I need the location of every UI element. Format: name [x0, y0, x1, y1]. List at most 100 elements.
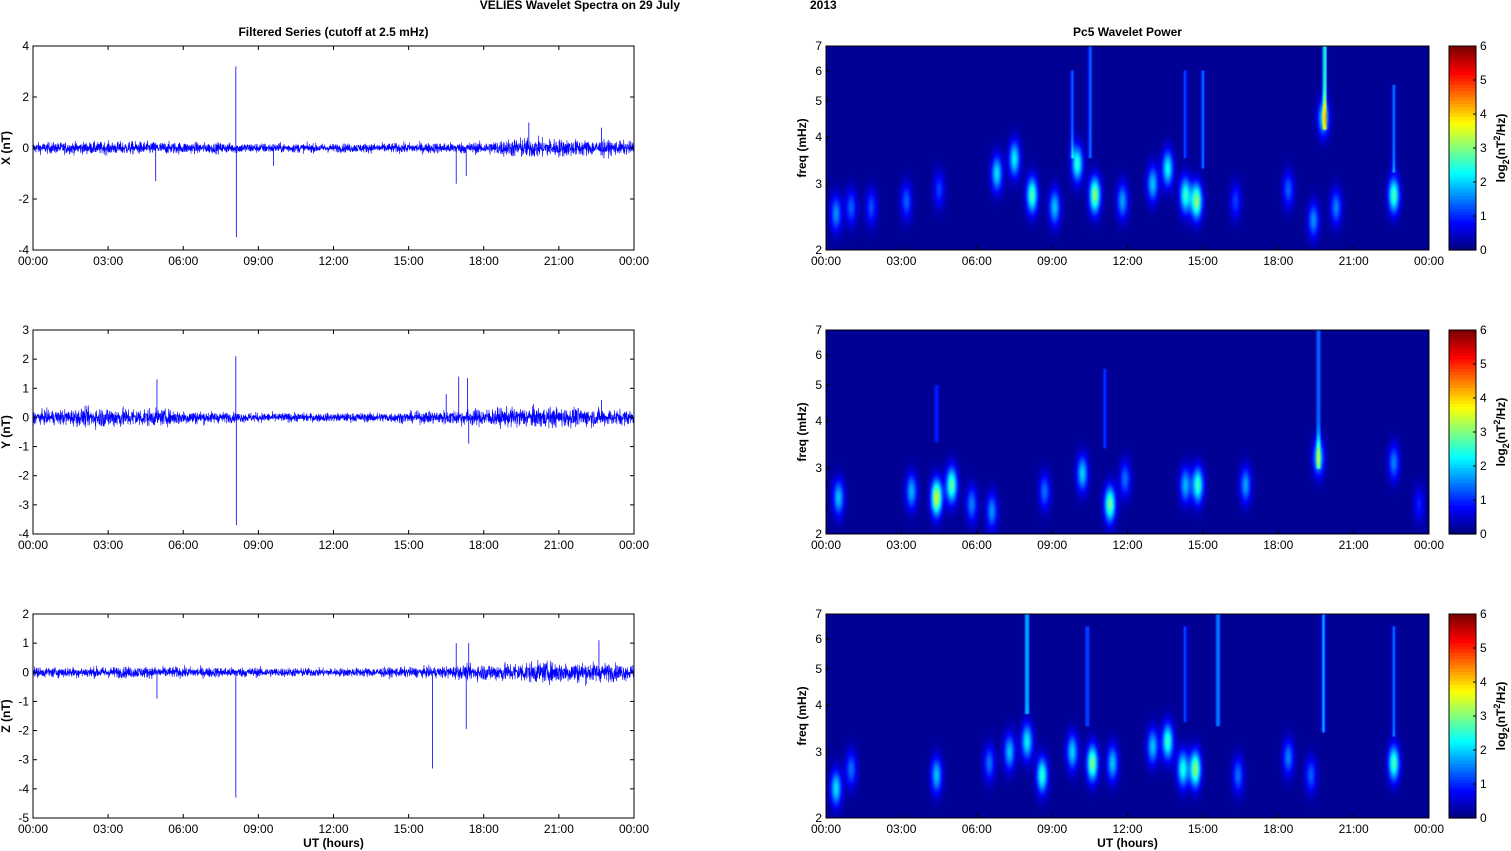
colorbar-cell [1449, 330, 1476, 334]
wavelet-xtick-label: 15:00 [1188, 538, 1218, 552]
colorbar-cell [1449, 74, 1476, 79]
series-line [32, 659, 635, 687]
colorbar-cell [1449, 52, 1476, 57]
colorbar-cell [1449, 527, 1476, 532]
wavelet-xtick-label: 09:00 [1037, 538, 1067, 552]
colorbar-cell [1449, 384, 1476, 388]
wavelet-ytick-label: 2 [815, 243, 822, 257]
colorbar-cell [1449, 58, 1476, 63]
colorbar-cell [1449, 786, 1476, 790]
colorbar-cell [1449, 358, 1476, 363]
colorbar-cell [1449, 406, 1476, 411]
colorbar-cell [1449, 658, 1476, 663]
colorbar-cell [1449, 167, 1476, 171]
colorbar-cell [1449, 208, 1476, 213]
colorbar-cell [1449, 661, 1476, 666]
wavelet-xtick-label: 21:00 [1339, 538, 1369, 552]
colorbar-cell [1449, 157, 1476, 162]
colorbar-cell [1449, 81, 1476, 85]
colorbar-cell [1449, 205, 1476, 210]
series-xtick-label: 15:00 [394, 538, 424, 552]
wavelet-panel-2: 2 3 4 5 6 7 00:00 03:00 06:00 09:00 12:00 15:00 18:0… [795, 323, 1511, 552]
colorbar-tick-label: 3 [1480, 425, 1487, 439]
colorbar-cell [1449, 84, 1476, 89]
colorbar-cell [1449, 747, 1476, 752]
colorbar-cell [1449, 502, 1476, 506]
colorbar-tick-label: 5 [1480, 357, 1487, 371]
wavelet-heatmap [826, 46, 1429, 250]
colorbar-tick-label: 4 [1480, 107, 1487, 121]
colorbar-cell [1449, 77, 1476, 82]
wavelet-xtick-label: 06:00 [962, 254, 992, 268]
x-axis-label-left: UT (hours) [303, 836, 364, 850]
figure-title: VELIES Wavelet Spectra on 29 July 2013 [480, 0, 837, 12]
colorbar-tick-label: 0 [1480, 243, 1487, 257]
colorbar-cell [1449, 132, 1476, 136]
colorbar-cell [1449, 403, 1476, 408]
colorbar-cell [1449, 805, 1476, 810]
colorbar-cell [1449, 795, 1476, 800]
colorbar-cell [1449, 339, 1476, 344]
colorbar-cell [1449, 377, 1476, 382]
wavelet-ytick-label: 5 [815, 662, 822, 676]
wavelet-xtick-label: 00:00 [811, 538, 841, 552]
colorbar-cell [1449, 435, 1476, 439]
colorbar-cell [1449, 798, 1476, 803]
colorbar-cell [1449, 479, 1476, 484]
series-xtick-label: 00:00 [18, 822, 48, 836]
series-xtick-label: 12:00 [318, 254, 348, 268]
colorbar-cell [1449, 106, 1476, 111]
colorbar-cell [1449, 447, 1476, 452]
colorbar-cell [1449, 432, 1476, 436]
colorbar-cell [1449, 93, 1476, 98]
colorbar-cell [1449, 243, 1476, 248]
colorbar-cell [1449, 626, 1476, 631]
colorbar-cell [1449, 700, 1476, 704]
series-ytick-label: -4 [18, 243, 29, 257]
colorbar-cell [1449, 668, 1476, 672]
colorbar-cell [1449, 160, 1476, 165]
series-ytick-label: -4 [18, 782, 29, 796]
colorbar-label: log2(nT2/Hz) [1492, 682, 1511, 751]
colorbar-cell [1449, 521, 1476, 526]
colorbar-cell [1449, 444, 1476, 449]
colorbar-cell [1449, 246, 1476, 251]
colorbar-cell [1449, 163, 1476, 168]
wavelet-ylabel: freq (mHz) [795, 118, 809, 177]
colorbar-cell [1449, 349, 1476, 353]
colorbar-cell [1449, 620, 1476, 625]
colorbar-tick-label: 3 [1480, 141, 1487, 155]
wavelet-ylabel: freq (mHz) [795, 402, 809, 461]
colorbar-cell [1449, 119, 1476, 124]
colorbar-cell [1449, 122, 1476, 127]
colorbar-cell [1449, 808, 1476, 813]
colorbar-cell [1449, 776, 1476, 781]
colorbar-cell [1449, 234, 1476, 238]
right-column-title: Pc5 Wavelet Power [1073, 25, 1182, 39]
colorbar-cell [1449, 773, 1476, 778]
colorbar-cell [1449, 202, 1476, 206]
colorbar-cell [1449, 492, 1476, 497]
series-ytick-label: 1 [22, 381, 29, 395]
colorbar-cell [1449, 633, 1476, 637]
colorbar-label: log2(nT2/Hz) [1492, 398, 1511, 467]
wavelet-xtick-label: 00:00 [1414, 822, 1444, 836]
wavelet-heatmap [826, 614, 1429, 818]
colorbar-cell [1449, 361, 1476, 366]
series-xtick-label: 00:00 [619, 254, 649, 268]
series-xtick-label: 09:00 [243, 254, 273, 268]
colorbar-cell [1449, 712, 1476, 717]
series-ylabel: Y (nT) [0, 415, 13, 449]
colorbar-cell [1449, 381, 1476, 385]
series-ytick-label: 0 [22, 665, 29, 679]
colorbar-cell [1449, 400, 1476, 404]
colorbar-cell [1449, 460, 1476, 465]
colorbar-cell [1449, 237, 1476, 242]
wavelet-xtick-label: 15:00 [1188, 254, 1218, 268]
colorbar-cell [1449, 342, 1476, 347]
colorbar-cell [1449, 693, 1476, 698]
wavelet-ytick-label: 4 [815, 698, 822, 712]
wavelet-panel-3: 2 3 4 5 6 7 00:00 03:00 06:00 09:00 12:00 15:00 18:0… [795, 607, 1511, 836]
colorbar-cell [1449, 218, 1476, 222]
wavelet-ytick-label: 5 [815, 378, 822, 392]
